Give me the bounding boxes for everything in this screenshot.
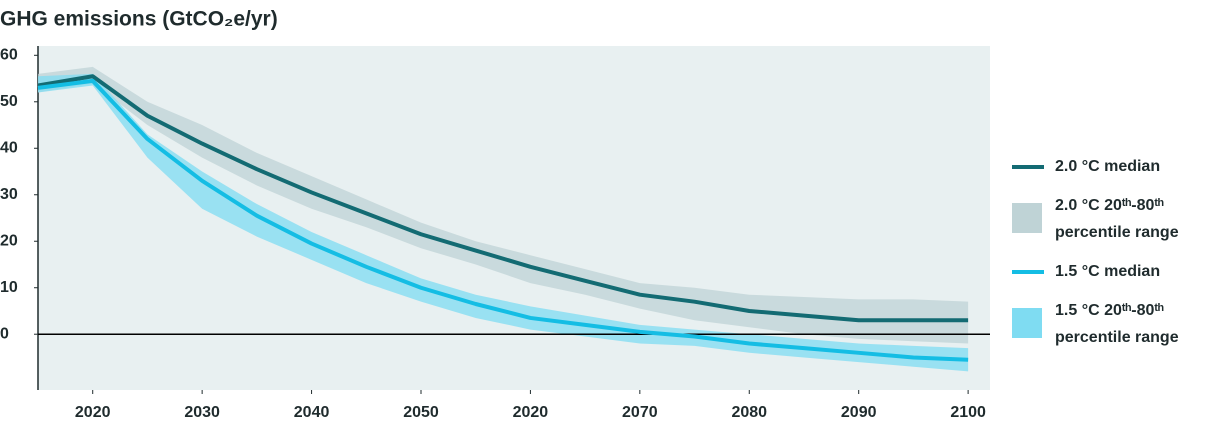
legend-swatch	[1012, 308, 1042, 338]
y-tick-label: 30	[0, 186, 18, 203]
median-line	[37, 74, 969, 323]
y-tick-label: 60	[0, 47, 18, 64]
y-tick-label: 10	[0, 279, 18, 296]
x-tick-label: 2040	[294, 404, 330, 421]
median-line	[37, 78, 969, 362]
percentile-band	[38, 66, 969, 344]
y-tick-label: 40	[0, 139, 18, 156]
x-tick-label: 2100	[950, 404, 986, 421]
x-tick-label: 2020	[75, 404, 111, 421]
x-tick-label: 2020	[513, 404, 549, 421]
chart-title: GHG emissions (GtCO₂e/yr)	[0, 8, 278, 31]
legend-swatch	[1012, 203, 1042, 233]
x-tick-label: 2090	[841, 404, 877, 421]
y-tick-label: 20	[0, 232, 18, 249]
legend-label: 2.0 °C 20ᵗʰ-80ᵗʰ percentile range	[1055, 197, 1179, 241]
x-tick-label: 2030	[184, 404, 220, 421]
legend-label: 1.5 °C median	[1055, 263, 1160, 280]
y-tick-label: 0	[0, 325, 9, 342]
plot-background	[38, 46, 990, 390]
x-tick-label: 2070	[622, 404, 658, 421]
legend-label: 2.0 °C median	[1055, 158, 1160, 175]
x-tick-label: 2050	[403, 404, 439, 421]
y-tick-label: 50	[0, 93, 18, 110]
legend-label: 1.5 °C 20ᵗʰ-80ᵗʰ percentile range	[1055, 302, 1179, 346]
x-tick-label: 2080	[731, 404, 767, 421]
